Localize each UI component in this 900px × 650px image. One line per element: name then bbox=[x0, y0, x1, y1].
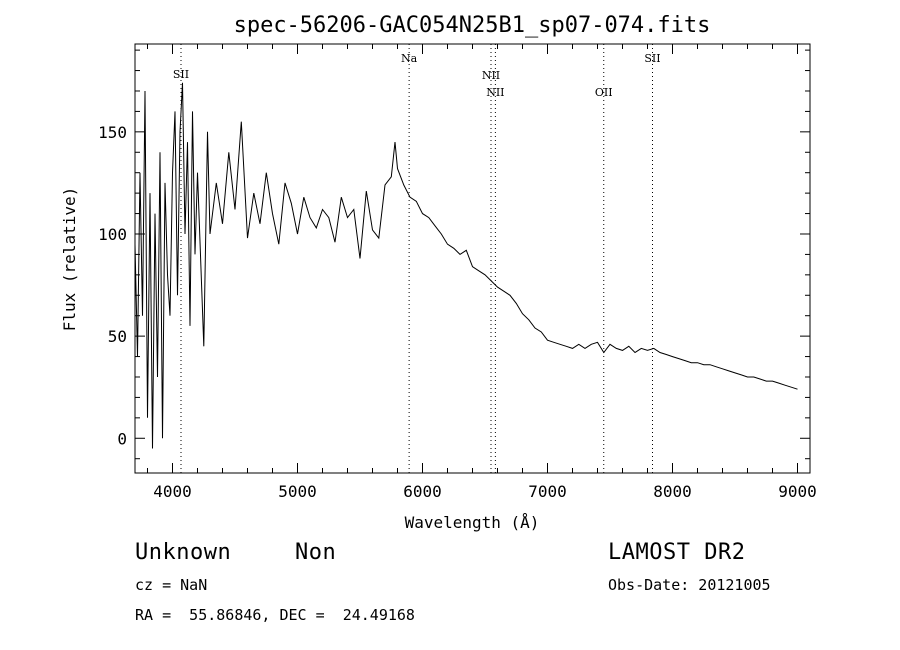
line-marker-label: OII bbox=[595, 86, 613, 99]
spectrum-line bbox=[134, 82, 798, 449]
x-tick-label: 9000 bbox=[778, 482, 817, 501]
x-tick-label: 8000 bbox=[653, 482, 692, 501]
line-marker-label: NII bbox=[486, 86, 504, 99]
chart-title: spec-56206-GAC054N25B1_sp07-074.fits bbox=[234, 13, 711, 38]
x-tick-label: 6000 bbox=[403, 482, 442, 501]
line-marker-label: SII bbox=[644, 52, 660, 65]
y-axis-label: Flux (relative) bbox=[60, 187, 79, 332]
subclass-label: Non bbox=[295, 540, 337, 565]
y-tick-label: 50 bbox=[108, 327, 127, 346]
y-tick-label: 150 bbox=[98, 123, 127, 142]
x-tick-label: 4000 bbox=[153, 482, 192, 501]
x-tick-labels: 4000 5000 6000 7000 8000 9000 bbox=[153, 482, 817, 501]
line-marker-label: Na bbox=[401, 52, 418, 65]
x-axis-label: Wavelength (Å) bbox=[405, 513, 540, 532]
y-tick-label: 100 bbox=[98, 225, 127, 244]
y-tick-labels: 0 50 100 150 bbox=[98, 123, 127, 448]
y-tick-label: 0 bbox=[117, 429, 127, 448]
redshift-text: cz = NaN bbox=[135, 576, 208, 594]
obs-date-text: Obs-Date: 20121005 bbox=[608, 576, 771, 594]
survey-label: LAMOST DR2 bbox=[608, 540, 746, 565]
axis-ticks bbox=[135, 44, 810, 473]
coords-text: RA = 55.86846, DEC = 24.49168 bbox=[135, 606, 415, 624]
x-tick-label: 7000 bbox=[528, 482, 567, 501]
line-marker-label: SII bbox=[173, 68, 189, 81]
plot-frame bbox=[134, 43, 811, 474]
spectral-line-markers: SII Na NII NII OII SII bbox=[173, 44, 661, 473]
class-label: Unknown bbox=[135, 540, 232, 565]
line-marker-label: NII bbox=[482, 69, 500, 82]
x-tick-label: 5000 bbox=[278, 482, 317, 501]
